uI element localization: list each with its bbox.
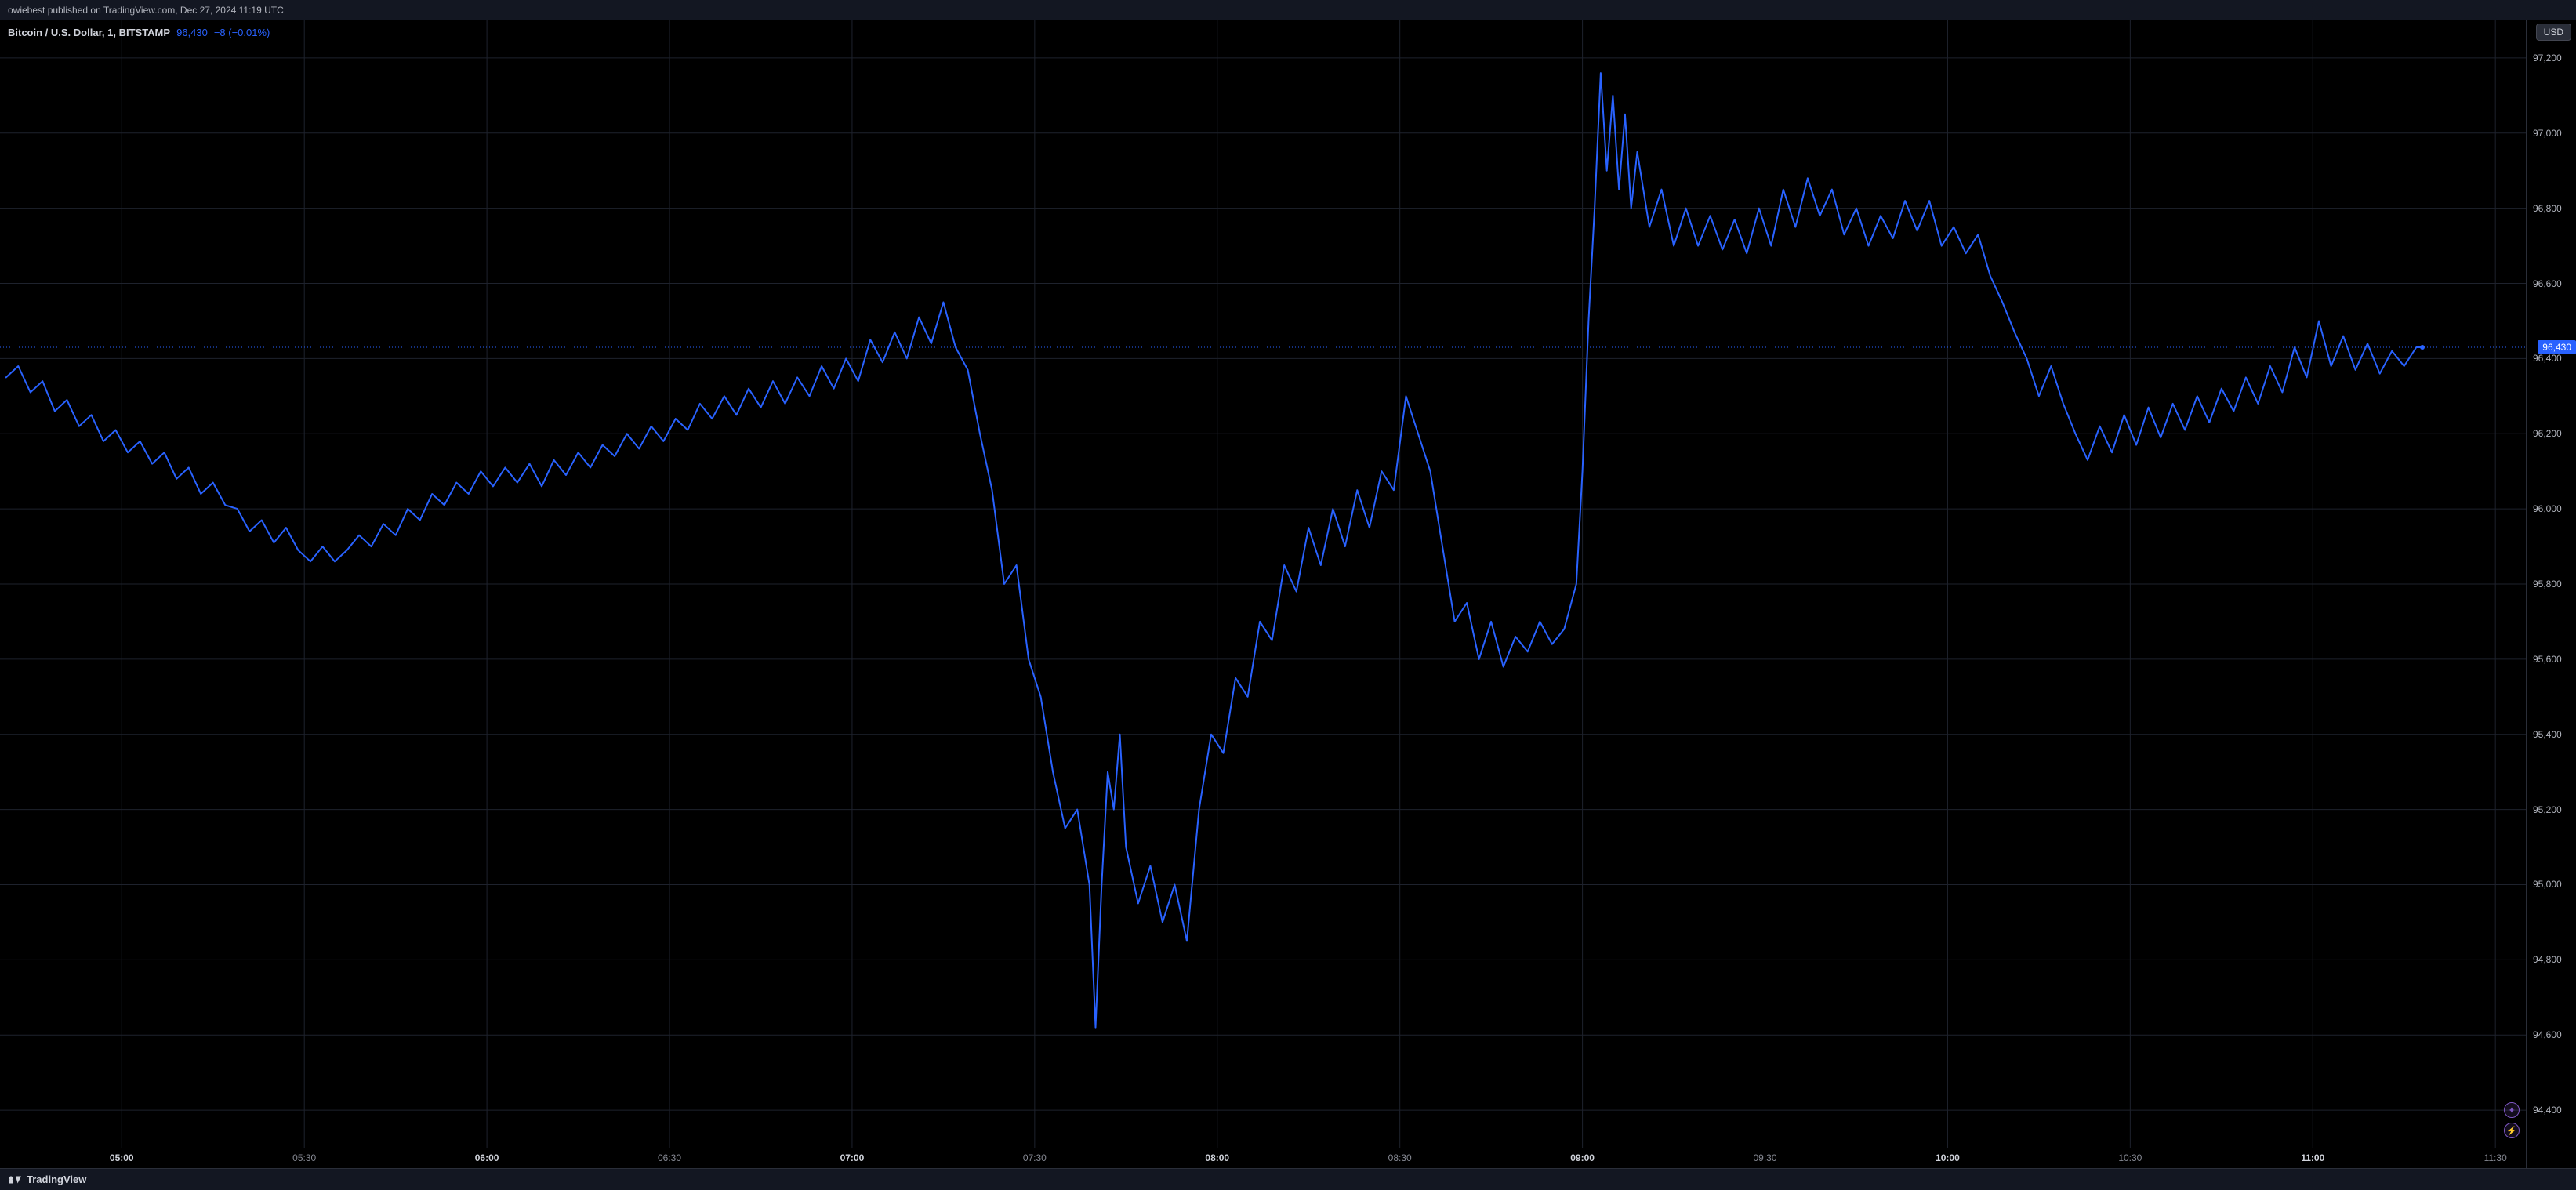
x-tick: 10:30: [2118, 1152, 2142, 1163]
chart-container: Bitcoin / U.S. Dollar, 1, BITSTAMP 96,43…: [0, 20, 2576, 1148]
y-tick: 97,200: [2527, 53, 2576, 63]
chart-plot[interactable]: Bitcoin / U.S. Dollar, 1, BITSTAMP 96,43…: [0, 20, 2526, 1148]
currency-button[interactable]: USD: [2536, 24, 2571, 41]
y-tick: 94,400: [2527, 1105, 2576, 1116]
publish-text: owiebest published on TradingView.com, D…: [8, 5, 284, 16]
x-tick: 06:00: [475, 1152, 499, 1163]
y-tick: 95,600: [2527, 654, 2576, 665]
x-tick: 08:30: [1388, 1152, 1412, 1163]
y-tick: 96,000: [2527, 503, 2576, 514]
plus-icon: ✦: [2508, 1105, 2515, 1116]
bolt-icon: ⚡: [2506, 1126, 2517, 1136]
y-tick: 96,400: [2527, 353, 2576, 364]
axis-corner: [2526, 1148, 2576, 1168]
x-tick: 09:00: [1570, 1152, 1595, 1163]
price-change: −8 (−0.01%): [214, 27, 270, 38]
y-tick: 95,000: [2527, 879, 2576, 890]
footer-bar: TradingView: [0, 1168, 2576, 1190]
y-tick: 96,600: [2527, 278, 2576, 289]
y-tick: 96,800: [2527, 203, 2576, 214]
y-tick: 94,600: [2527, 1029, 2576, 1040]
x-tick: 11:30: [2484, 1152, 2507, 1163]
x-tick: 05:30: [292, 1152, 316, 1163]
y-tick: 95,800: [2527, 579, 2576, 590]
x-tick: 07:00: [840, 1152, 865, 1163]
add-indicator-button[interactable]: ✦: [2504, 1102, 2520, 1118]
x-tick: 06:30: [658, 1152, 681, 1163]
x-tick: 09:30: [1754, 1152, 1777, 1163]
x-tick: 10:00: [1936, 1152, 1960, 1163]
y-tick: 95,200: [2527, 804, 2576, 815]
chart-legend: Bitcoin / U.S. Dollar, 1, BITSTAMP 96,43…: [8, 27, 270, 38]
time-axis[interactable]: 05:00 05:30 06:00 06:30 07:00 07:30 08:00 08:30…: [0, 1148, 2526, 1168]
x-tick: 07:30: [1023, 1152, 1047, 1163]
y-tick: 94,800: [2527, 954, 2576, 965]
chart-svg: [0, 20, 2526, 1148]
time-axis-row: 05:00 05:30 06:00 06:30 07:00 07:30 08:00 08:30…: [0, 1148, 2576, 1168]
y-tick: 96,200: [2527, 428, 2576, 439]
publish-header: owiebest published on TradingView.com, D…: [0, 0, 2576, 20]
quick-action-button[interactable]: ⚡: [2504, 1123, 2520, 1138]
last-price: 96,430: [176, 27, 208, 38]
symbol-title: Bitcoin / U.S. Dollar, 1, BITSTAMP: [8, 27, 170, 38]
y-tick: 95,400: [2527, 729, 2576, 740]
tradingview-logo-icon: [8, 1175, 22, 1185]
y-tick: 97,000: [2527, 128, 2576, 139]
x-tick: 05:00: [110, 1152, 134, 1163]
brand-text: TradingView: [27, 1174, 86, 1185]
price-axis[interactable]: USD 94,400 94,600 94,800 95,000 95,200 95,400…: [2526, 20, 2576, 1148]
x-tick: 08:00: [1205, 1152, 1229, 1163]
x-tick: 11:00: [2301, 1152, 2324, 1163]
last-price-marker: 96,430: [2538, 340, 2576, 354]
